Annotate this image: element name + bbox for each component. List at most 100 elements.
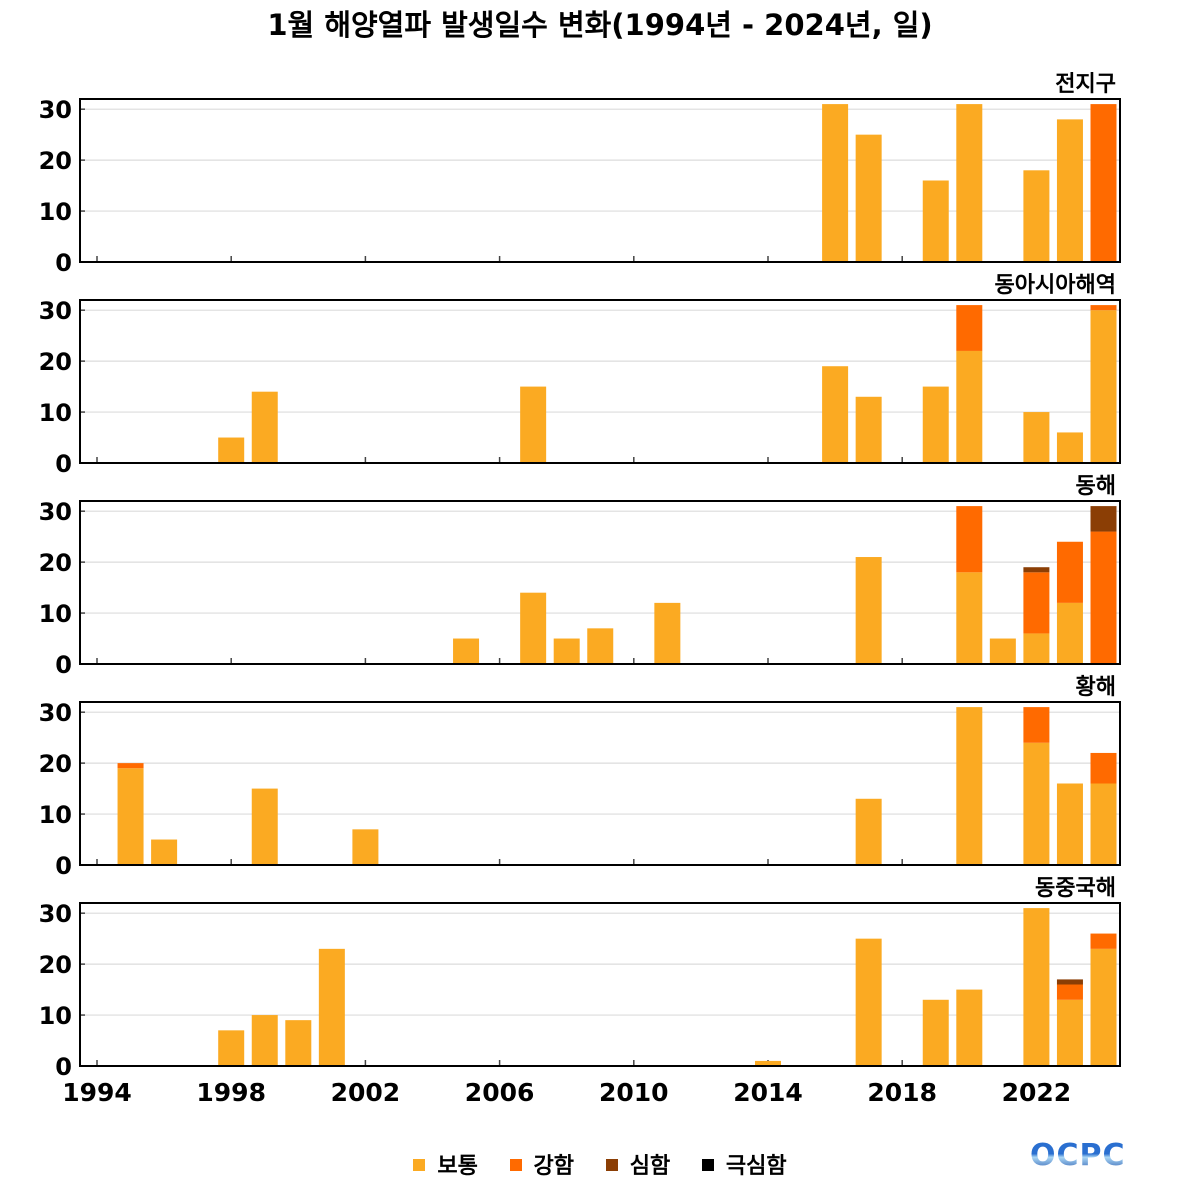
x-tick-label: 2022 [1002,1078,1072,1107]
y-tick-label: 30 [39,297,72,325]
bar-동해-2005-보통 [453,638,480,664]
chart-title: 1월 해양열파 발생일수 변화(1994년 - 2024년, 일) [267,8,933,42]
bar-동아시아해역-2022-보통 [1023,412,1050,463]
bar-동아시아해역-2017-보통 [855,396,882,463]
x-tick-label: 1998 [196,1078,266,1107]
bar-동해-2022-강함 [1023,572,1050,634]
bar-동아시아해역-2020-보통 [956,350,983,463]
bar-동중국해-2024-보통 [1090,948,1117,1066]
y-tick-label: 0 [55,651,72,679]
bar-황해-1995-보통 [117,768,144,865]
bar-동해-2022-보통 [1023,633,1050,664]
bar-황해-2017-보통 [855,798,882,865]
bar-전지구-2019-보통 [922,180,949,262]
bar-동해-2020-강함 [956,506,983,573]
legend-label: 강함 [533,1154,575,1179]
bar-동아시아해역-2024-보통 [1090,310,1117,463]
legend-item-moderate: 보통 [413,1148,478,1180]
bar-전지구-2022-보통 [1023,170,1050,262]
x-tick-label: 2018 [867,1078,937,1107]
y-tick-label: 20 [39,549,72,577]
bar-동해-2023-강함 [1056,541,1083,603]
legend-swatch-moderate [413,1159,426,1171]
bar-동해-2009-보통 [587,628,614,664]
bar-동아시아해역-2020-강함 [956,305,983,351]
bar-동중국해-2020-보통 [956,989,983,1066]
bar-전지구-2020-보통 [956,104,983,262]
panel-2: 0 10 20 30 동아시아해역 [39,273,1121,478]
bar-동중국해-2023-강함 [1056,984,1083,1000]
panel-frame [79,299,1121,464]
panel-title: 동중국해 [1035,876,1116,901]
bar-동해-2008-보통 [553,638,580,664]
legend-swatch-extreme [701,1159,714,1171]
y-tick-label: 0 [55,249,72,277]
ocpc-logo: OCPC [1030,1138,1126,1173]
bar-동해-2024-심함 [1090,506,1117,532]
y-tick-label: 20 [39,951,72,979]
bar-동중국해-2000-보통 [285,1020,312,1066]
bar-동아시아해역-2019-보통 [922,386,949,463]
x-tick-label: 2010 [599,1078,669,1107]
bar-황해-2023-보통 [1056,783,1083,865]
legend-label: 심함 [629,1154,671,1179]
x-tick-label: 1994 [62,1078,132,1107]
bar-동중국해-2001-보통 [318,948,345,1066]
legend-label: 보통 [437,1154,478,1179]
y-tick-label: 0 [55,852,72,880]
legend-swatch-strong [509,1159,522,1171]
bar-전지구-2016-보통 [822,104,849,262]
panel-1: 0 10 20 30 전지구 [39,72,1121,277]
bar-동중국해-2023-보통 [1056,999,1083,1066]
bar-동아시아해역-2023-보통 [1056,432,1083,463]
y-tick-label: 20 [39,147,72,175]
x-tick-label: 2014 [733,1078,803,1107]
bar-동중국해-2014-보통 [755,1060,781,1066]
bar-황해-1996-보통 [151,839,178,865]
panel-title: 전지구 [1055,72,1116,97]
bar-동중국해-1999-보통 [251,1015,278,1066]
bar-동아시아해역-1998-보통 [218,437,245,463]
panel-title: 황해 [1076,675,1116,700]
bar-동해-2024-강함 [1090,531,1117,664]
y-tick-label: 0 [55,450,72,478]
bar-동해-2022-심함 [1023,567,1050,573]
bar-황해-2022-보통 [1023,742,1050,865]
bar-황해-2002-보통 [352,829,379,865]
bar-황해-2022-강함 [1023,707,1050,743]
panel-frame [79,701,1121,866]
legend-swatch-severe [605,1159,618,1171]
bar-전지구-2023-보통 [1056,119,1083,262]
panel-3: 0 10 20 30 동해 [39,474,1121,679]
bar-동중국해-2024-강함 [1090,933,1117,949]
bar-황해-1995-강함 [117,763,144,769]
y-tick-label: 20 [39,348,72,376]
legend-item-strong: 강함 [509,1148,575,1180]
bar-동해-2021-보통 [989,638,1016,664]
x-tick-label: 2006 [465,1078,535,1107]
y-tick-label: 10 [39,198,72,226]
bar-황해-2020-보통 [956,707,983,865]
bar-동중국해-2017-보통 [855,938,882,1066]
y-tick-label: 30 [39,900,72,928]
y-tick-label: 30 [39,498,72,526]
x-tick-label: 2002 [331,1078,401,1107]
y-tick-label: 10 [39,399,72,427]
bar-동해-2007-보통 [520,592,547,664]
bar-동중국해-2019-보통 [922,999,949,1066]
panel-frame [79,500,1121,665]
bar-동중국해-2023-심함 [1056,979,1083,985]
y-tick-label: 30 [39,699,72,727]
panel-title: 동아시아해역 [995,273,1116,298]
bar-전지구-2017-보통 [855,134,882,262]
y-tick-label: 20 [39,750,72,778]
y-tick-label: 10 [39,801,72,829]
legend: 보통 강함 심함 극심함 [0,1148,1200,1180]
bar-동아시아해역-2007-보통 [520,386,547,463]
y-tick-label: 10 [39,600,72,628]
bar-동중국해-2022-보통 [1023,908,1050,1066]
bar-동해-2017-보통 [855,557,882,664]
bar-전지구-2024-강함 [1090,104,1117,262]
bar-황해-2024-보통 [1090,783,1117,865]
